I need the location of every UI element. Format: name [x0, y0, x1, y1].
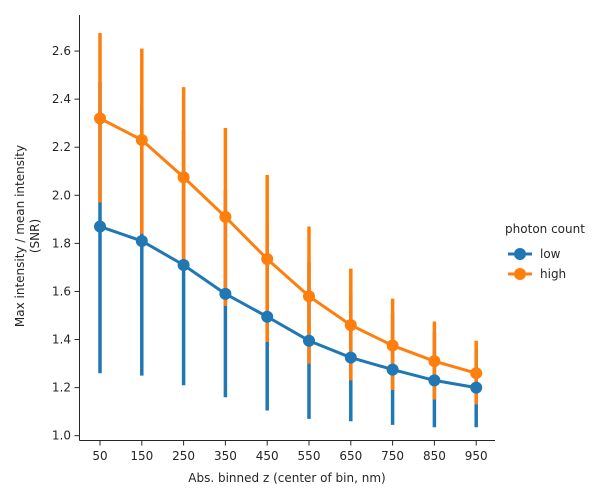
data-point-high — [261, 253, 274, 266]
y-tick-label: 2.6 — [52, 44, 71, 58]
data-point-high — [386, 339, 399, 352]
x-tick-label: 850 — [423, 449, 446, 463]
x-tick-label: 750 — [381, 449, 404, 463]
data-point-high — [177, 171, 190, 184]
data-point-high — [344, 319, 357, 332]
legend-marker-high — [514, 268, 526, 280]
x-tick-label: 650 — [339, 449, 362, 463]
confidence-intervals — [98, 33, 478, 428]
y-axis-label-line1: Max intensity / mean intensity — [13, 145, 27, 327]
series-points — [94, 112, 483, 394]
x-tick-label: 550 — [298, 449, 321, 463]
data-point-low — [303, 334, 315, 347]
y-tick-label: 1.2 — [52, 381, 71, 395]
data-point-low — [94, 220, 106, 233]
data-point-low — [177, 259, 190, 272]
y-tick-label: 1.8 — [52, 236, 71, 250]
plot-area — [94, 33, 483, 428]
y-axis-ticks: 1.0 1.2 1.4 1.6 1.8 2.0 2.2 2.4 2.6 — [52, 44, 80, 443]
y-tick-label: 2.4 — [52, 92, 71, 106]
x-tick-label: 950 — [465, 449, 488, 463]
legend-label-low: low — [540, 247, 561, 261]
y-tick-label: 2.2 — [52, 140, 71, 154]
series-lines — [99, 117, 477, 390]
data-point-high — [303, 290, 315, 303]
data-point-high — [135, 134, 148, 147]
data-point-high — [428, 355, 441, 368]
y-axis-label: Max intensity / mean intensity (SNR) — [13, 145, 42, 327]
x-axis-label: Abs. binned z (center of bin, nm) — [188, 471, 385, 485]
data-point-low — [428, 374, 441, 387]
data-point-low — [219, 287, 232, 300]
data-point-low — [386, 363, 399, 376]
data-point-low — [344, 351, 357, 364]
x-tick-label: 250 — [172, 449, 195, 463]
legend: photon count low high — [505, 222, 585, 281]
data-point-high — [470, 367, 483, 380]
legend-title: photon count — [505, 222, 585, 236]
y-tick-label: 1.6 — [52, 284, 71, 298]
y-tick-label: 2.0 — [52, 188, 71, 202]
data-point-high — [219, 210, 232, 223]
series-line-high — [99, 117, 477, 375]
legend-marker-low — [514, 248, 526, 260]
y-axis-label-line2: (SNR) — [28, 219, 42, 253]
data-point-low — [261, 310, 274, 323]
y-tick-label: 1.4 — [52, 333, 71, 347]
x-tick-label: 50 — [92, 449, 107, 463]
x-tick-label: 350 — [214, 449, 237, 463]
data-point-low — [470, 381, 483, 394]
data-point-low — [135, 234, 148, 247]
legend-label-high: high — [540, 267, 566, 281]
x-axis-ticks: 50 150 250 350 450 550 650 750 850 950 — [92, 440, 488, 463]
series-line-low — [99, 225, 477, 390]
x-tick-label: 150 — [130, 449, 153, 463]
y-tick-label: 1.0 — [52, 429, 71, 443]
x-tick-label: 450 — [256, 449, 279, 463]
data-point-high — [94, 112, 106, 125]
